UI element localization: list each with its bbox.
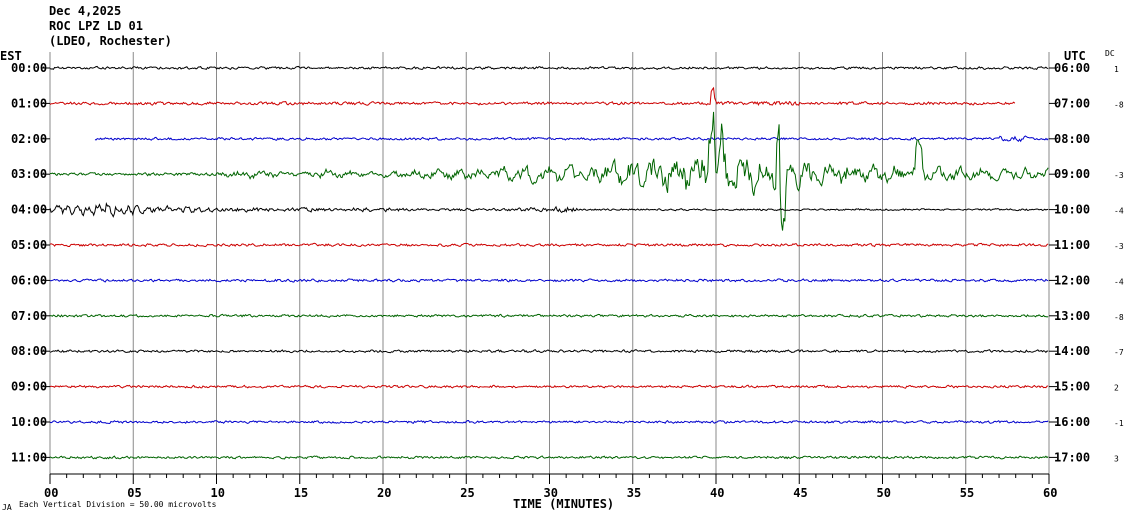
x-tick-label: 40 bbox=[710, 486, 724, 500]
utc-row-label: 09:00 bbox=[1054, 167, 1090, 181]
right-timezone: UTC bbox=[1064, 49, 1086, 63]
est-row-label: 07:00 bbox=[11, 309, 47, 323]
seismic-trace-10-00 bbox=[49, 419, 1049, 425]
corner-mark: JA bbox=[2, 503, 12, 512]
est-row-label: 08:00 bbox=[11, 344, 47, 358]
x-tick-label: 20 bbox=[377, 486, 391, 500]
x-tick-label: 55 bbox=[960, 486, 974, 500]
grid-layer bbox=[42, 52, 1057, 484]
scale-note: Each Vertical Division = 50.00 microvolt… bbox=[19, 500, 217, 509]
est-row-label: 03:00 bbox=[11, 167, 47, 181]
seismic-trace-06-00 bbox=[49, 278, 1049, 283]
dc-offset-label: -7 bbox=[1114, 348, 1124, 357]
dc-header: DC bbox=[1105, 49, 1115, 58]
seismic-trace-07-00 bbox=[49, 313, 1049, 318]
dc-offset-label: 2 bbox=[1114, 384, 1119, 393]
seismic-trace-04-00 bbox=[49, 201, 1049, 218]
station-location: (LDEO, Rochester) bbox=[49, 34, 172, 48]
left-timezone: EST bbox=[0, 49, 22, 63]
x-tick-label: 45 bbox=[793, 486, 807, 500]
seismic-trace-02-00 bbox=[94, 135, 1049, 143]
label-layer: 00 05 10 15 20 25 30 35 40 45 50 55 60 00:00 06:00 1 01:… bbox=[11, 61, 1124, 500]
x-tick-label: 10 bbox=[211, 486, 225, 500]
utc-row-label: 06:00 bbox=[1054, 61, 1090, 75]
est-row-label: 10:00 bbox=[11, 415, 47, 429]
est-row-label: 11:00 bbox=[11, 450, 47, 464]
seismic-trace-08-00 bbox=[49, 349, 1049, 354]
x-tick-label: 30 bbox=[544, 486, 558, 500]
x-tick-label: 25 bbox=[460, 486, 474, 500]
x-tick-label: 50 bbox=[877, 486, 891, 500]
utc-row-label: 17:00 bbox=[1054, 450, 1090, 464]
x-tick-label: 60 bbox=[1043, 486, 1057, 500]
utc-row-label: 08:00 bbox=[1054, 132, 1090, 146]
seismic-trace-03-00 bbox=[49, 111, 1049, 231]
dc-offset-label: -4 bbox=[1114, 277, 1124, 286]
dc-offset-label: -3 bbox=[1114, 242, 1124, 251]
dc-offset-label: -4 bbox=[1114, 207, 1124, 216]
x-tick-label: 35 bbox=[627, 486, 641, 500]
est-row-label: 06:00 bbox=[11, 273, 47, 287]
est-row-label: 09:00 bbox=[11, 380, 47, 394]
dc-offset-label: 1 bbox=[1114, 65, 1119, 74]
x-tick-label: 15 bbox=[294, 486, 308, 500]
est-row-label: 02:00 bbox=[11, 132, 47, 146]
est-row-label: 05:00 bbox=[11, 238, 47, 252]
seismic-trace-09-00 bbox=[49, 384, 1049, 389]
dc-offset-label: -3 bbox=[1114, 171, 1124, 180]
x-tick-label: 05 bbox=[127, 486, 141, 500]
utc-row-label: 14:00 bbox=[1054, 344, 1090, 358]
dc-offset-label: -8 bbox=[1114, 100, 1124, 109]
utc-row-label: 07:00 bbox=[1054, 96, 1090, 110]
x-tick-label: 00 bbox=[44, 486, 58, 500]
utc-row-label: 11:00 bbox=[1054, 238, 1090, 252]
seismic-trace-11-00 bbox=[49, 455, 1049, 460]
est-row-label: 04:00 bbox=[11, 203, 47, 217]
dc-offset-label: -1 bbox=[1114, 419, 1124, 428]
x-axis-label: TIME (MINUTES) bbox=[513, 497, 614, 511]
seismic-trace-05-00 bbox=[49, 242, 1049, 248]
utc-row-label: 16:00 bbox=[1054, 415, 1090, 429]
dc-offset-label: -8 bbox=[1114, 313, 1124, 322]
utc-row-label: 15:00 bbox=[1054, 380, 1090, 394]
utc-row-label: 10:00 bbox=[1054, 203, 1090, 217]
dc-offset-label: 3 bbox=[1114, 454, 1119, 463]
chart-date: Dec 4,2025 bbox=[49, 4, 121, 18]
est-row-label: 00:00 bbox=[11, 61, 47, 75]
utc-row-label: 12:00 bbox=[1054, 273, 1090, 287]
est-row-label: 01:00 bbox=[11, 96, 47, 110]
seismic-trace-00-00 bbox=[49, 65, 1049, 71]
trace-layer bbox=[49, 65, 1049, 460]
seismic-trace-01-00 bbox=[49, 86, 1016, 106]
station-name: ROC LPZ LD 01 bbox=[49, 19, 143, 33]
utc-row-label: 13:00 bbox=[1054, 309, 1090, 323]
